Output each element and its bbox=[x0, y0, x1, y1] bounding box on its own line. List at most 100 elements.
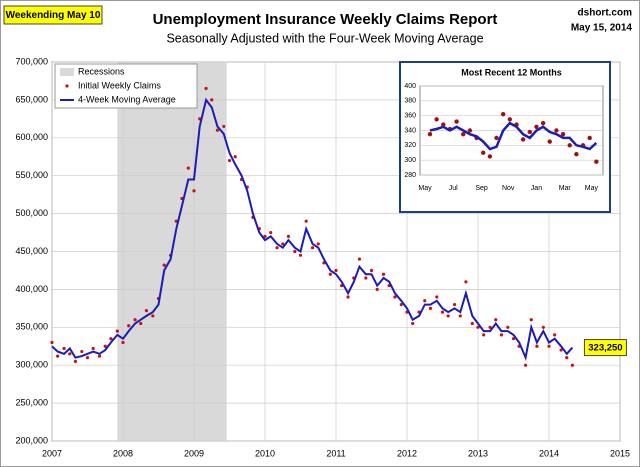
claim-dot bbox=[227, 158, 232, 163]
y-tick-label: 340 bbox=[404, 127, 416, 134]
claim-dot bbox=[423, 299, 427, 303]
y-tick-label: 300,000 bbox=[15, 360, 48, 370]
x-tick-label: Jan bbox=[531, 185, 542, 192]
claim-dot bbox=[210, 98, 214, 102]
claim-dot bbox=[346, 295, 350, 299]
claim-dot bbox=[464, 280, 468, 284]
claim-dot bbox=[369, 268, 374, 273]
y-tick-label: 360 bbox=[404, 113, 416, 120]
claim-dot bbox=[293, 249, 297, 254]
legend bbox=[54, 63, 198, 109]
legend-label: 4-Week Moving Average bbox=[78, 94, 176, 104]
ma-line bbox=[51, 97, 574, 362]
y-tick-label: 320 bbox=[404, 142, 416, 149]
claim-dot bbox=[529, 318, 533, 322]
claim-dot bbox=[316, 242, 320, 246]
y-tick-label: 380 bbox=[404, 98, 416, 105]
claim-dot bbox=[523, 363, 528, 367]
x-tick-label: 2009 bbox=[184, 448, 204, 458]
claim-dot bbox=[574, 152, 579, 157]
claim-dot bbox=[476, 325, 480, 329]
claim-dot bbox=[269, 230, 273, 235]
claim-dot bbox=[139, 321, 143, 326]
claim-dot bbox=[186, 166, 190, 170]
claim-dot bbox=[570, 363, 575, 367]
x-tick-label: Nov bbox=[502, 185, 515, 192]
legend-label: Recessions bbox=[78, 66, 125, 76]
legend-swatch bbox=[60, 68, 74, 76]
x-tick-label: 2014 bbox=[539, 448, 559, 458]
claim-dot bbox=[97, 354, 102, 358]
claim-dot bbox=[434, 117, 439, 122]
y-tick-label: 280 bbox=[404, 172, 416, 179]
y-tick-label: 200,000 bbox=[15, 435, 48, 445]
claim-dot bbox=[500, 111, 506, 117]
y-tick-label: 500,000 bbox=[15, 208, 48, 218]
claim-dot bbox=[541, 325, 545, 329]
claim-dot bbox=[50, 340, 54, 345]
y-tick-label: 300 bbox=[404, 157, 416, 164]
claim-dot bbox=[594, 159, 599, 164]
claim-dot bbox=[357, 257, 362, 261]
claim-dot bbox=[461, 132, 466, 137]
claim-dot bbox=[467, 128, 473, 133]
claim-dot bbox=[151, 314, 155, 318]
claim-dot bbox=[527, 129, 532, 135]
claim-dot bbox=[511, 337, 516, 341]
claim-dot bbox=[286, 234, 291, 238]
claim-dot bbox=[534, 124, 539, 129]
claim-dot bbox=[554, 128, 559, 133]
legend-label: Initial Weekly Claims bbox=[78, 80, 161, 90]
claim-dot bbox=[440, 310, 445, 314]
claim-dot bbox=[535, 344, 539, 348]
claim-dot bbox=[587, 135, 592, 141]
ma-line bbox=[429, 121, 598, 151]
claim-dot bbox=[507, 117, 513, 122]
y-tick-label: 350,000 bbox=[15, 322, 48, 332]
claim-dot bbox=[133, 318, 137, 322]
y-tick-label: 700,000 bbox=[15, 56, 48, 66]
claim-dot bbox=[91, 346, 95, 351]
claim-dot bbox=[144, 309, 149, 313]
y-tick-label: 650,000 bbox=[15, 94, 48, 104]
claim-dot bbox=[233, 155, 237, 159]
claim-dot bbox=[547, 139, 552, 144]
claim-dot bbox=[364, 276, 368, 280]
claim-dot bbox=[68, 352, 72, 356]
claim-dot bbox=[204, 86, 208, 91]
claim-dot bbox=[560, 132, 566, 137]
x-tick-label: May bbox=[585, 185, 599, 192]
x-tick-label: 2012 bbox=[397, 448, 417, 458]
claim-dot bbox=[192, 189, 196, 193]
claim-dot bbox=[298, 253, 303, 257]
y-tick-label: 450,000 bbox=[15, 246, 48, 256]
claim-dot bbox=[494, 135, 499, 141]
claim-dot bbox=[115, 329, 119, 333]
claim-dot bbox=[488, 325, 492, 329]
claim-dot bbox=[565, 356, 569, 360]
x-tick-label: 2011 bbox=[326, 448, 345, 458]
value-label: 323,250 bbox=[588, 343, 622, 354]
claim-dot bbox=[494, 318, 498, 322]
claim-dot bbox=[263, 234, 267, 238]
claim-dot bbox=[520, 137, 526, 142]
claim-dot bbox=[393, 295, 397, 299]
inset-title: Most Recent 12 Months bbox=[461, 67, 562, 77]
claim-dot bbox=[328, 272, 332, 276]
claim-dot bbox=[310, 246, 315, 250]
date-box bbox=[3, 5, 103, 25]
claim-dot bbox=[441, 122, 446, 127]
value-box bbox=[583, 339, 627, 357]
claim-dot bbox=[381, 272, 386, 276]
claim-dot bbox=[103, 344, 107, 348]
week-label: Weekending May 10 bbox=[6, 10, 101, 21]
claim-dot bbox=[428, 306, 433, 310]
report-date: May 15, 2014 bbox=[571, 23, 633, 34]
claim-dot bbox=[275, 246, 279, 250]
claim-dot bbox=[162, 263, 166, 267]
y-tick-label: 250,000 bbox=[15, 397, 48, 407]
x-tick-label: 2013 bbox=[468, 448, 488, 458]
source: dshort.com bbox=[578, 8, 633, 19]
x-tick-label: May bbox=[418, 185, 432, 192]
